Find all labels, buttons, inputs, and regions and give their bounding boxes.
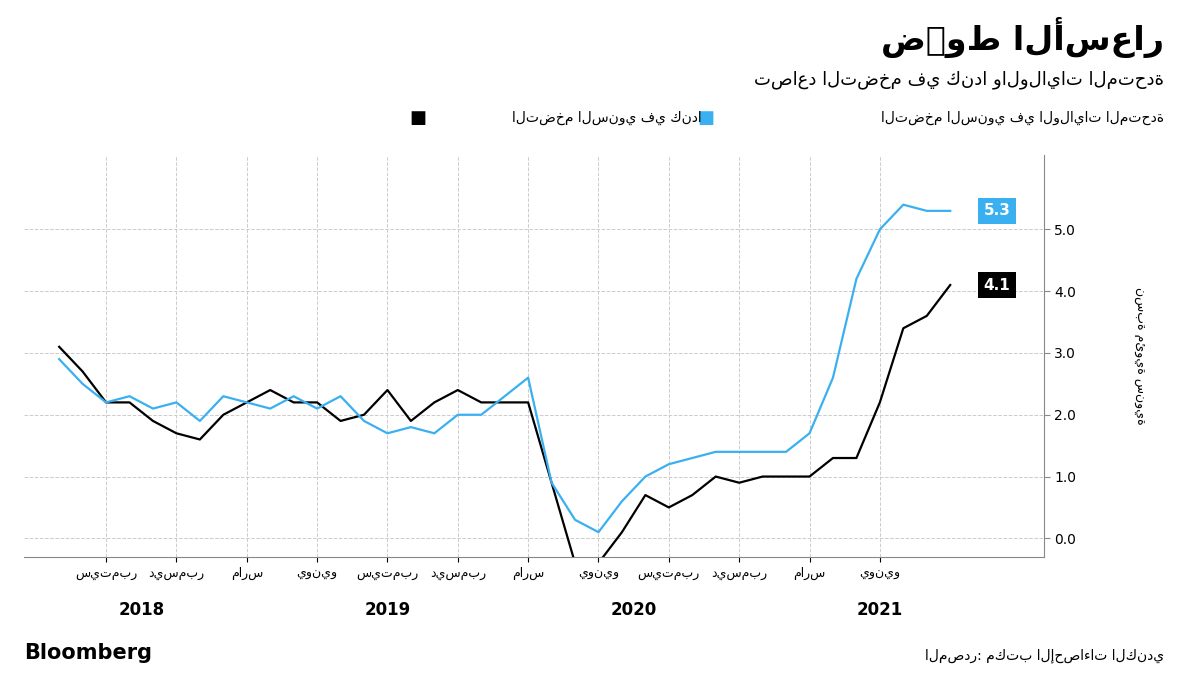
Text: المصدر: مكتب الإحصاءات الكندي: المصدر: مكتب الإحصاءات الكندي: [925, 648, 1164, 663]
Text: ■: ■: [409, 109, 426, 127]
Text: ■: ■: [697, 109, 714, 127]
Y-axis label: نسبة مئوية سنوية: نسبة مئوية سنوية: [1133, 287, 1146, 425]
Text: 2021: 2021: [857, 601, 902, 620]
Text: 5.3: 5.3: [984, 203, 1010, 218]
Text: 4.1: 4.1: [984, 277, 1010, 292]
Text: تصاعد التضخم في كندا والولايات المتحدة: تصاعد التضخم في كندا والولايات المتحدة: [754, 71, 1164, 90]
Text: 2019: 2019: [365, 601, 410, 620]
Text: 2020: 2020: [611, 601, 656, 620]
Text: 2018: 2018: [118, 601, 164, 620]
Text: Bloomberg: Bloomberg: [24, 643, 152, 663]
Text: ضؿوط الأسعار: ضؿوط الأسعار: [881, 17, 1164, 58]
Text: التضخم السنوي في الولايات المتحدة: التضخم السنوي في الولايات المتحدة: [881, 111, 1164, 126]
Text: التضخم السنوي في كندا: التضخم السنوي في كندا: [512, 111, 702, 126]
